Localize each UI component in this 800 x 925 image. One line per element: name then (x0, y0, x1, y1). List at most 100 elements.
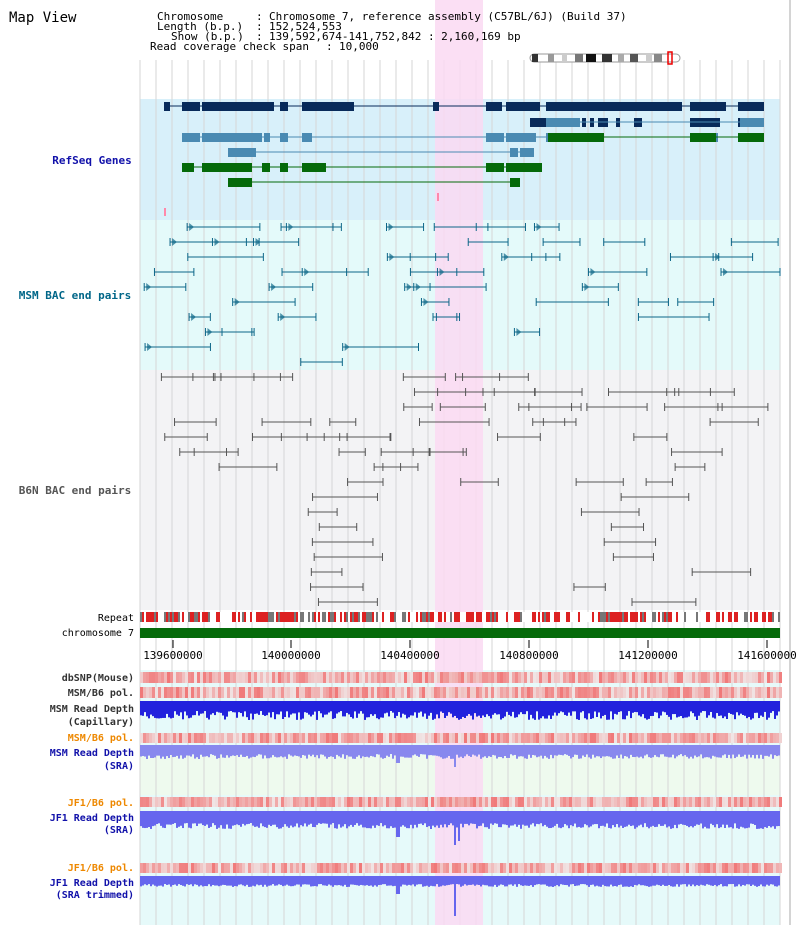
depth-bar (484, 701, 486, 718)
depth-bar (418, 745, 420, 757)
depth-bar (770, 811, 772, 828)
depth-bar (552, 701, 554, 716)
pol-cell (578, 733, 581, 743)
pol-cell (590, 797, 593, 807)
depth-bar (424, 876, 426, 887)
depth-bar (698, 745, 700, 757)
depth-bar (642, 745, 644, 759)
repeat-block (444, 612, 446, 622)
pol-cell (167, 863, 170, 873)
pol-cell (140, 797, 143, 807)
track-label-jf1-depth-trim-2: (SRA trimmed) (56, 889, 134, 901)
depth-bar (424, 745, 426, 755)
pol-cell (509, 733, 512, 743)
depth-bar (482, 811, 484, 824)
pol-cell (665, 733, 668, 743)
pol-cell (422, 733, 425, 743)
gene-exon (202, 102, 274, 111)
repeat-block (478, 612, 480, 622)
pol-cell (191, 687, 194, 698)
pol-cell (398, 863, 401, 873)
depth-bar (272, 701, 274, 713)
pol-cell (689, 672, 692, 683)
depth-bar (532, 876, 534, 887)
depth-bar (570, 745, 572, 759)
gene-exon (546, 118, 580, 127)
pol-cell (401, 797, 404, 807)
pol-cell (461, 733, 464, 743)
repeat-block (708, 612, 710, 622)
depth-bar (652, 811, 654, 826)
depth-bar (724, 876, 726, 887)
depth-bar (316, 876, 318, 887)
pol-cell (746, 797, 749, 807)
depth-bar (262, 876, 264, 887)
depth-bar (530, 701, 532, 715)
depth-bar (462, 811, 464, 828)
depth-bar (330, 745, 332, 757)
depth-bar (670, 745, 672, 758)
depth-bar (370, 876, 372, 886)
pol-cell (401, 672, 404, 683)
depth-bar (146, 701, 148, 717)
depth-bar (696, 745, 698, 758)
repeat-block (290, 612, 292, 622)
depth-bar (738, 701, 740, 716)
pol-cell (371, 733, 374, 743)
track-label-repeat: Repeat (98, 613, 134, 624)
pol-cell (347, 672, 350, 683)
depth-bar (450, 745, 452, 759)
depth-bar (656, 701, 658, 713)
depth-bar (660, 701, 662, 716)
pol-cell (416, 687, 419, 698)
pol-cell (551, 733, 554, 743)
depth-bar (322, 701, 324, 718)
pol-cell (242, 863, 245, 873)
depth-bar (308, 811, 310, 825)
depth-bar (442, 701, 444, 713)
pol-cell (698, 733, 701, 743)
pol-cell (506, 733, 509, 743)
pol-cell (563, 687, 566, 698)
depth-bar (416, 701, 418, 718)
depth-bar (728, 701, 730, 713)
pol-cell (302, 797, 305, 807)
pol-cell (266, 797, 269, 807)
depth-bar (418, 811, 420, 824)
pol-cell (323, 733, 326, 743)
depth-bar (368, 701, 370, 718)
repeat-block (234, 612, 236, 622)
depth-bar (288, 876, 290, 886)
depth-bar (578, 745, 580, 759)
pol-cell (728, 733, 731, 743)
pol-cell (575, 797, 578, 807)
depth-bar (472, 811, 474, 824)
pol-cell (728, 863, 731, 873)
depth-bar (662, 701, 664, 712)
depth-bar (620, 811, 622, 826)
depth-bar (620, 701, 622, 712)
depth-bar (682, 811, 684, 825)
pol-cell (275, 687, 278, 698)
repeat-block (430, 612, 432, 622)
pol-cell (548, 797, 551, 807)
depth-bar (518, 876, 520, 885)
pol-cell (458, 733, 461, 743)
depth-bar (152, 876, 154, 885)
depth-bar (194, 745, 196, 759)
pol-cell (425, 687, 428, 698)
pol-cell (623, 672, 626, 683)
pol-cell (218, 672, 221, 683)
pol-cell (242, 733, 245, 743)
depth-bar (500, 745, 502, 757)
depth-bar (388, 811, 390, 829)
depth-bar (236, 745, 238, 756)
pol-cell (557, 672, 560, 683)
pol-cell (713, 672, 716, 683)
pol-cell (512, 672, 515, 683)
depth-bar (416, 745, 418, 756)
pol-cell (776, 797, 779, 807)
depth-bar (326, 811, 328, 824)
pol-cell (176, 797, 179, 807)
